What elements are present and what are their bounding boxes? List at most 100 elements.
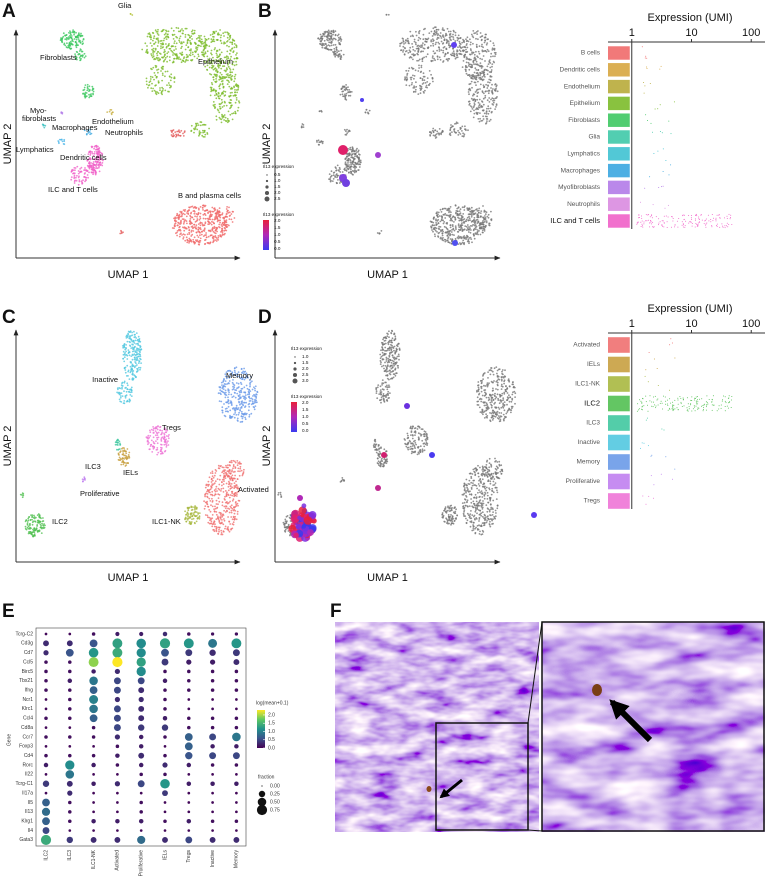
cell (649, 83, 651, 84)
cell (487, 81, 489, 83)
cell-cluster (114, 438, 122, 451)
cell (229, 102, 232, 104)
cell (97, 151, 100, 154)
cell (145, 50, 148, 52)
cell (198, 44, 201, 47)
cell (234, 494, 237, 497)
cell (472, 219, 475, 222)
cell (216, 108, 219, 111)
cell (169, 76, 171, 78)
cell (344, 163, 347, 165)
cell (405, 50, 408, 52)
cell (139, 353, 141, 356)
cell (481, 65, 484, 68)
cell (192, 238, 195, 241)
cell (657, 150, 659, 152)
cell (411, 46, 414, 48)
cell (227, 65, 230, 68)
cell (302, 126, 305, 128)
cell (432, 230, 434, 233)
cell (65, 34, 68, 36)
cell (448, 58, 451, 60)
cell (231, 507, 234, 510)
cell (705, 218, 707, 220)
cell (466, 209, 469, 211)
cell (91, 171, 94, 174)
cell (218, 223, 221, 226)
cell (235, 63, 238, 66)
cell (217, 235, 220, 237)
cell (696, 213, 697, 215)
cell (491, 47, 494, 50)
cell (89, 128, 92, 131)
cell (166, 55, 169, 58)
cell (682, 223, 684, 225)
cell (473, 227, 476, 230)
cell (349, 94, 352, 97)
cell (248, 388, 251, 391)
legend-title: Il13 expression (263, 212, 294, 217)
cell (229, 464, 231, 467)
cell (161, 451, 164, 454)
cell (223, 233, 225, 236)
cell (126, 336, 129, 339)
cell (494, 53, 497, 56)
cell (439, 220, 442, 223)
cell (152, 436, 155, 439)
cell (199, 228, 202, 231)
cell (317, 37, 320, 40)
cell-cluster (129, 13, 134, 16)
cell (237, 470, 240, 473)
cell (441, 42, 444, 45)
cell (481, 50, 484, 53)
cell (216, 507, 219, 509)
cell (159, 452, 162, 455)
cell (200, 41, 203, 44)
cell (417, 47, 420, 50)
cell (83, 173, 86, 175)
cell (220, 490, 222, 492)
cell (472, 106, 475, 109)
cell (92, 154, 95, 157)
cell (231, 118, 234, 121)
cell (208, 210, 211, 213)
cell (223, 478, 225, 481)
cell (211, 470, 214, 473)
cell (429, 82, 431, 85)
cell (228, 496, 231, 499)
cell (719, 226, 721, 228)
cell (200, 233, 203, 236)
cell (114, 441, 117, 443)
cell (131, 371, 134, 373)
cell (488, 78, 491, 81)
cell (213, 525, 216, 528)
cell (409, 46, 412, 49)
cell (486, 42, 489, 44)
cell (228, 511, 231, 514)
expressing-cell (338, 145, 348, 155)
cell (452, 54, 455, 57)
cell (245, 384, 248, 387)
cell (214, 47, 217, 49)
cell (238, 499, 241, 502)
cell (439, 32, 442, 34)
cell (667, 204, 669, 206)
cell (184, 219, 187, 222)
cell (235, 518, 238, 521)
cell (420, 70, 423, 73)
cell (175, 53, 178, 56)
cell (234, 101, 237, 104)
cell (127, 349, 130, 351)
cell (441, 215, 443, 218)
cell (91, 152, 94, 155)
cell (156, 45, 159, 47)
cell (96, 158, 99, 161)
cell (121, 447, 123, 450)
cell (228, 101, 231, 104)
cell (472, 42, 474, 45)
legend-label: 0.0 (274, 246, 281, 251)
cell (126, 364, 129, 367)
cell (694, 219, 696, 221)
cell (329, 177, 332, 179)
cell (237, 504, 239, 507)
